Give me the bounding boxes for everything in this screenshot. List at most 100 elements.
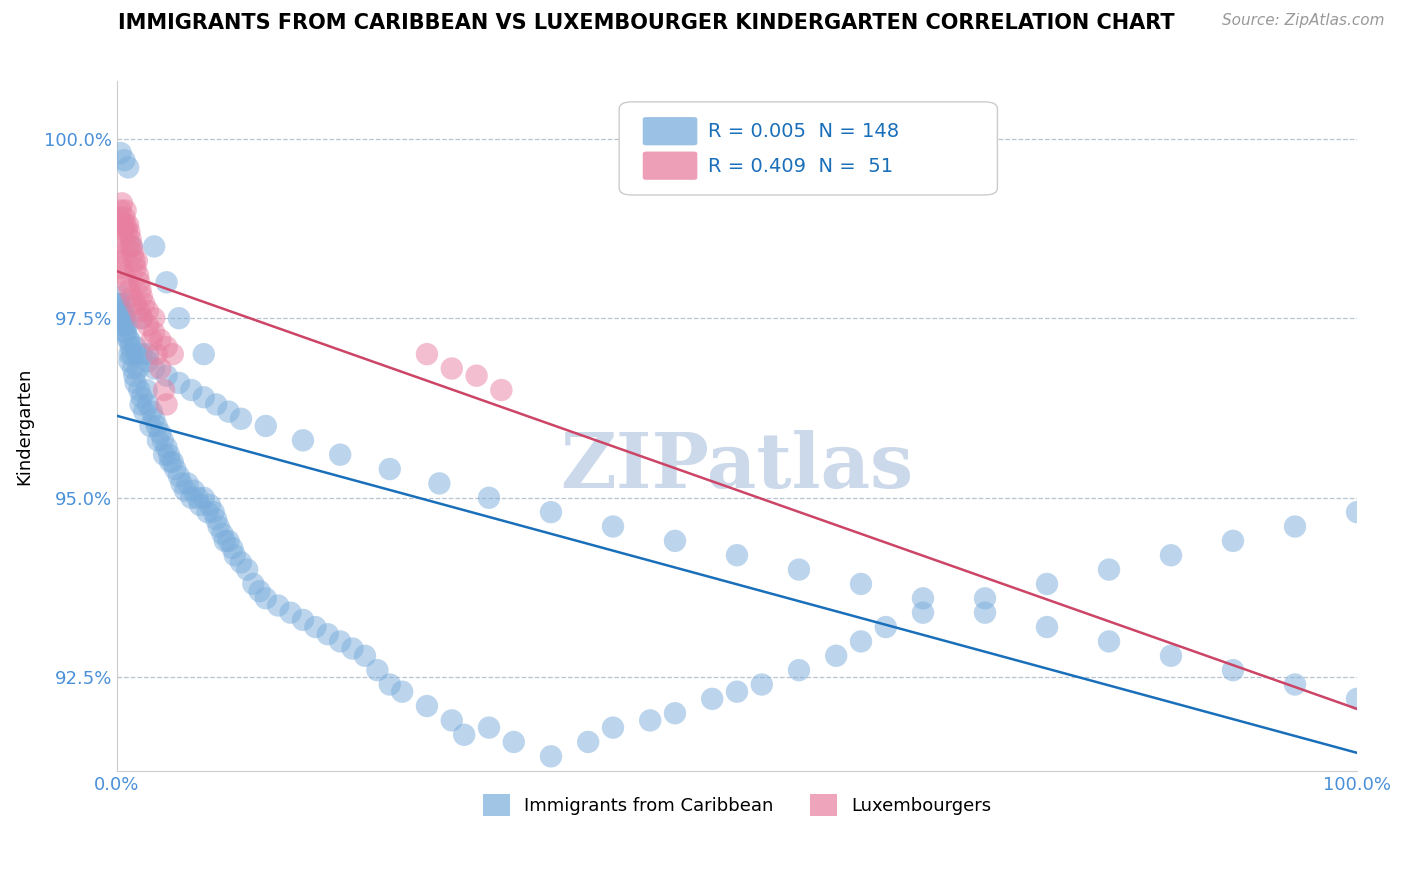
Point [197, 505, 219, 519]
Point [429, 476, 451, 491]
Point [242, 577, 264, 591]
Point [146, 434, 169, 448]
Point [122, 361, 145, 376]
Point [157, 448, 180, 462]
Point [114, 326, 136, 340]
Point [1098, 563, 1121, 577]
Point [849, 577, 872, 591]
Point [136, 354, 159, 368]
Point [211, 526, 233, 541]
Point [115, 225, 138, 239]
FancyBboxPatch shape [643, 117, 697, 145]
Point [136, 304, 159, 318]
Point [155, 441, 177, 455]
Point [751, 677, 773, 691]
Point [180, 491, 202, 505]
Point [440, 361, 463, 376]
Point [136, 318, 159, 333]
Point [440, 714, 463, 728]
Point [110, 304, 132, 318]
Point [193, 347, 215, 361]
Point [1160, 648, 1182, 663]
Point [304, 620, 326, 634]
Point [139, 419, 162, 434]
Point [391, 684, 413, 698]
Point [114, 218, 136, 232]
Text: Source: ZipAtlas.com: Source: ZipAtlas.com [1222, 13, 1385, 29]
Point [155, 368, 177, 383]
Point [131, 311, 153, 326]
Point [218, 533, 240, 548]
Point [576, 735, 599, 749]
Point [127, 268, 149, 282]
Point [120, 232, 142, 246]
Point [193, 390, 215, 404]
Point [702, 691, 724, 706]
Point [129, 283, 152, 297]
Point [145, 347, 167, 361]
Point [111, 196, 134, 211]
Point [787, 563, 810, 577]
Point [187, 491, 209, 505]
Point [135, 383, 157, 397]
Point [465, 368, 488, 383]
Point [112, 318, 135, 333]
Point [143, 326, 166, 340]
Point [540, 749, 562, 764]
Point [143, 311, 166, 326]
Point [221, 541, 243, 555]
Point [176, 476, 198, 491]
Point [108, 246, 131, 260]
Point [121, 239, 143, 253]
Point [1036, 577, 1059, 591]
Point [114, 311, 136, 326]
Point [121, 290, 143, 304]
Point [149, 426, 172, 441]
Point [329, 634, 352, 648]
Point [131, 290, 153, 304]
Point [153, 383, 176, 397]
Point [136, 347, 159, 361]
Point [107, 239, 129, 253]
Point [128, 304, 150, 318]
Point [114, 326, 136, 340]
Point [787, 663, 810, 677]
Point [110, 146, 132, 161]
Point [224, 548, 246, 562]
Point [291, 434, 314, 448]
Point [254, 419, 277, 434]
Text: IMMIGRANTS FROM CARIBBEAN VS LUXEMBOURGER KINDERGARTEN CORRELATION CHART: IMMIGRANTS FROM CARIBBEAN VS LUXEMBOURGE… [118, 13, 1175, 33]
Point [124, 368, 146, 383]
Point [911, 591, 934, 606]
Point [124, 376, 146, 390]
Point [107, 297, 129, 311]
Point [1222, 663, 1244, 677]
Point [115, 275, 138, 289]
Point [110, 253, 132, 268]
Point [638, 714, 661, 728]
Point [254, 591, 277, 606]
Point [112, 225, 135, 239]
Point [124, 340, 146, 354]
Point [112, 311, 135, 326]
Point [167, 311, 190, 326]
Point [155, 397, 177, 411]
Point [141, 333, 163, 347]
Point [198, 498, 221, 512]
Point [134, 404, 156, 418]
Point [112, 318, 135, 333]
Point [280, 606, 302, 620]
Point [416, 699, 439, 714]
Point [205, 397, 228, 411]
Point [180, 383, 202, 397]
Point [108, 297, 131, 311]
Point [121, 239, 143, 253]
Point [664, 533, 686, 548]
Point [602, 519, 624, 533]
Text: R = 0.409  N =  51: R = 0.409 N = 51 [709, 156, 894, 176]
Point [112, 268, 135, 282]
Point [149, 333, 172, 347]
Point [110, 203, 132, 218]
Point [118, 354, 141, 368]
Point [1284, 677, 1306, 691]
